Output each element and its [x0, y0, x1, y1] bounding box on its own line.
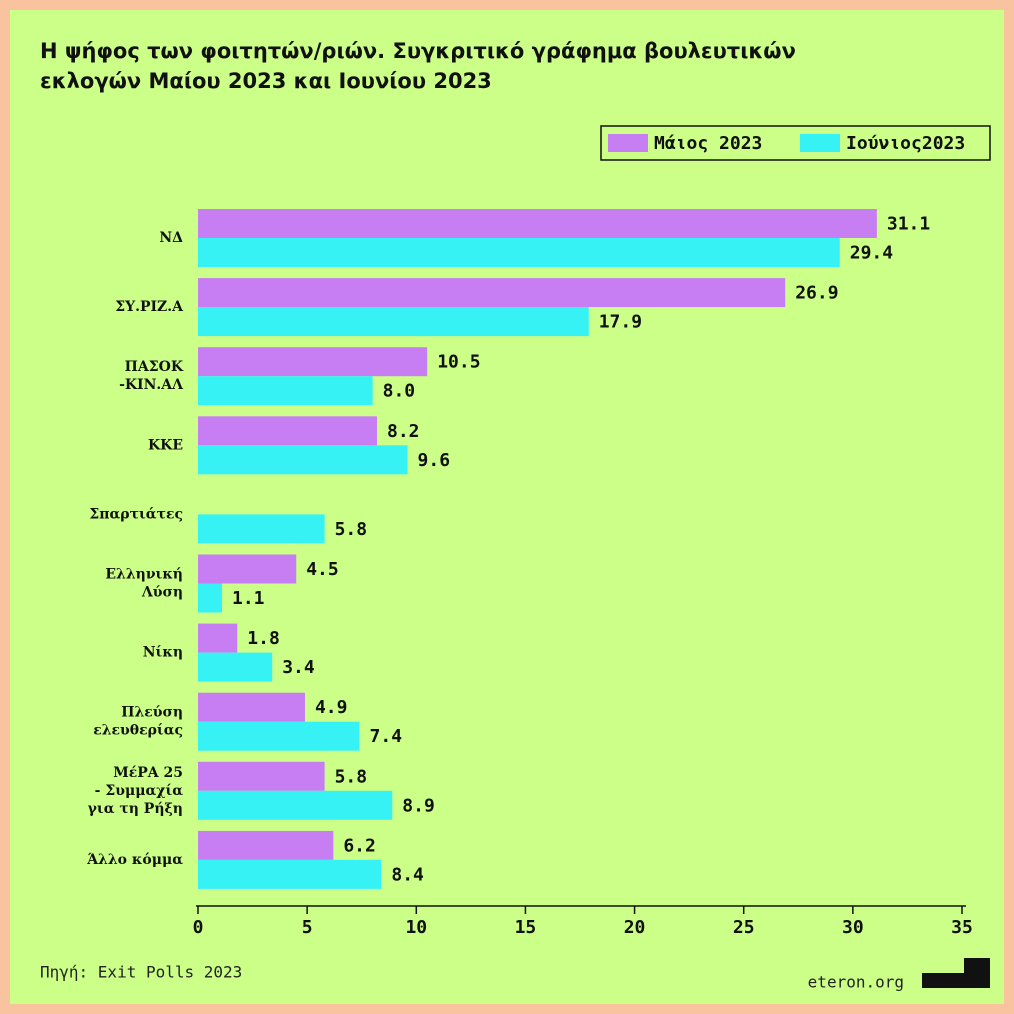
category-label: Ελληνική Λύση — [105, 567, 183, 601]
value-label: 4.5 — [306, 559, 339, 580]
value-label: 6.2 — [343, 835, 376, 856]
value-label: 9.6 — [418, 450, 451, 471]
value-label: 31.1 — [887, 214, 930, 235]
bar — [198, 554, 297, 584]
bar — [198, 376, 373, 406]
value-label: 26.9 — [795, 283, 838, 304]
bar — [198, 859, 382, 889]
value-label: 4.9 — [315, 697, 348, 718]
value-label: 10.5 — [437, 352, 480, 373]
bar — [198, 209, 877, 238]
x-tick-label: 5 — [302, 917, 313, 938]
bar — [198, 830, 334, 860]
category-label: ΝΔ — [159, 230, 183, 246]
category-label: Άλλο κόμμα — [86, 852, 183, 868]
x-tick-label: 15 — [515, 917, 537, 938]
background — [10, 10, 1004, 1004]
bar — [198, 278, 786, 308]
bar — [198, 623, 238, 653]
category-label: Νίκη — [143, 644, 183, 661]
value-label: 3.4 — [282, 657, 315, 678]
category-label: ΣΥ.ΡΙΖ.Α — [115, 299, 184, 315]
legend-swatch — [608, 134, 648, 152]
x-tick-label: 30 — [842, 917, 864, 938]
bar — [198, 416, 377, 446]
x-tick-label: 10 — [405, 917, 427, 938]
brand: eteron.org — [808, 973, 904, 992]
category-label: Πλεύση ελευθερίας — [93, 705, 183, 739]
logo — [922, 958, 990, 988]
source: Πηγή: Exit Polls 2023 — [40, 963, 242, 982]
category-label: ΠΑΣΟΚ -ΚΙΝ.ΑΛ — [119, 359, 184, 393]
value-label: 17.9 — [599, 312, 642, 333]
x-tick-label: 25 — [733, 917, 755, 938]
category-label: ΚΚΕ — [148, 437, 183, 453]
bar — [198, 514, 325, 544]
bar — [198, 790, 393, 820]
bar — [198, 692, 305, 722]
value-label: 8.2 — [387, 421, 420, 442]
value-label: 1.8 — [247, 628, 280, 649]
legend-label: Μάιος 2023 — [654, 133, 762, 154]
bar — [198, 583, 223, 613]
bar — [198, 445, 408, 475]
x-tick-label: 0 — [193, 917, 204, 938]
value-label: 8.4 — [391, 864, 424, 885]
bar — [198, 652, 273, 682]
legend-label: Ιούνιος2023 — [846, 133, 965, 154]
bar — [198, 238, 840, 267]
bar — [198, 347, 428, 377]
x-tick-label: 20 — [624, 917, 646, 938]
value-label: 5.8 — [335, 519, 368, 540]
chart-title: Η ψήφος των φοιτητών/ριών. Συγκριτικό γρ… — [40, 39, 796, 93]
bar — [198, 761, 325, 791]
value-label: 8.0 — [383, 381, 416, 402]
bar — [198, 721, 360, 751]
category-label: ΜέΡΑ 25- Συμμαχία για τη Ρήξη — [88, 765, 184, 817]
value-label: 7.4 — [370, 726, 403, 747]
x-tick-label: 35 — [951, 917, 973, 938]
bar — [198, 307, 589, 337]
legend-swatch — [800, 134, 840, 152]
value-label: 1.1 — [232, 588, 265, 609]
value-label: 29.4 — [850, 243, 894, 264]
legend-box — [600, 125, 991, 161]
value-label: 5.8 — [335, 766, 368, 787]
category-label: Σπαρτιάτες — [89, 506, 183, 522]
value-label: 8.9 — [402, 795, 435, 816]
